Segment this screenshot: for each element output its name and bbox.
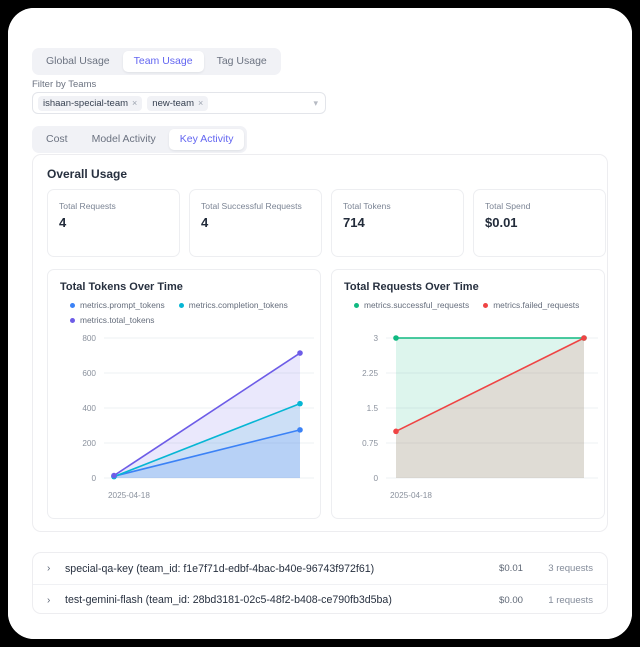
legend-color-dot <box>70 318 75 323</box>
y-axis-tick-label: 800 <box>82 334 96 343</box>
y-axis-tick-label: 0 <box>91 474 96 483</box>
stat-card-total-requests: Total Requests 4 <box>47 189 180 257</box>
stat-label: Total Tokens <box>343 201 391 211</box>
team-chip[interactable]: ishaan-special-team × <box>38 95 143 111</box>
series-point <box>581 335 587 341</box>
series-line <box>395 337 585 433</box>
usage-dashboard-page: Global Usage Team Usage Tag Usage Filter… <box>8 8 632 639</box>
series-point <box>297 400 303 407</box>
filter-by-teams-label: Filter by Teams <box>32 79 97 90</box>
chart-card-group: Total Tokens Over Time metrics.prompt_to… <box>47 269 605 519</box>
stat-value: 4 <box>59 215 67 230</box>
y-axis-tick-label: 0.75 <box>362 439 378 448</box>
key-spend: $0.00 <box>498 594 523 606</box>
chart-card-total-tokens-over-time: Total Tokens Over Time metrics.prompt_to… <box>47 269 321 519</box>
overall-usage-panel: Overall Usage Total Requests 4 Total Suc… <box>32 154 608 532</box>
team-chip[interactable]: new-team × <box>147 95 209 111</box>
expand-chevron-icon[interactable]: › <box>47 594 51 606</box>
remove-chip-icon[interactable]: × <box>198 97 204 108</box>
tab-key-activity[interactable]: Key Activity <box>168 129 245 150</box>
device-frame: Global Usage Team Usage Tag Usage Filter… <box>8 8 632 639</box>
legend-item[interactable]: metrics.total_tokens <box>70 315 154 326</box>
series-area <box>396 338 584 478</box>
key-activity-list: › special-qa-key (team_id: f1e7f71d-edbf… <box>32 552 608 614</box>
legend-color-dot <box>354 303 359 308</box>
chart-svg: 0 200 400 600 800 2025-04-18 <box>82 334 314 500</box>
expand-chevron-icon[interactable]: › <box>47 563 51 574</box>
series-line <box>113 402 301 478</box>
team-chip-label: new-team <box>152 97 194 109</box>
key-list-item[interactable]: › test-gemini-flash (team_id: 28bd3181-0… <box>33 584 607 613</box>
series-point <box>393 335 399 341</box>
y-axis-tick-label: 600 <box>82 369 96 378</box>
stat-value: $0.01 <box>485 215 518 230</box>
key-name: special-qa-key (team_id: f1e7f71d-edbf-4… <box>65 562 375 575</box>
team-chip-label: ishaan-special-team <box>43 97 129 109</box>
stat-card-group: Total Requests 4 Total Successful Reques… <box>47 189 606 257</box>
stat-card-total-spend: Total Spend $0.01 <box>473 189 606 257</box>
stat-value: 4 <box>201 215 209 230</box>
series-point <box>297 427 303 433</box>
key-request-count: 3 requests <box>548 563 593 574</box>
stat-label: Total Requests <box>59 201 116 211</box>
chart-plot-area: 0 200 400 600 800 2025-04-18 <box>48 328 322 514</box>
key-list-item[interactable]: › special-qa-key (team_id: f1e7f71d-edbf… <box>33 553 607 584</box>
tab-team-usage[interactable]: Team Usage <box>122 51 204 72</box>
sub-tab-bar: Cost Model Activity Key Activity <box>32 126 248 153</box>
legend-label: metrics.successful_requests <box>364 300 470 310</box>
stat-label: Total Successful Requests <box>201 201 302 211</box>
x-axis-tick-label: 2025-04-18 <box>108 491 150 500</box>
tab-cost[interactable]: Cost <box>46 133 68 145</box>
stat-card-total-successful-requests: Total Successful Requests 4 <box>189 189 322 257</box>
chart-title: Total Requests Over Time <box>344 281 479 293</box>
series-line <box>113 352 301 477</box>
y-axis-tick-label: 200 <box>82 439 96 448</box>
key-name: test-gemini-flash (team_id: 28bd3181-02c… <box>65 594 392 606</box>
legend-item[interactable]: metrics.successful_requests <box>354 300 469 311</box>
series-line <box>113 429 301 478</box>
y-axis-tick-label: 1.5 <box>367 404 379 413</box>
x-axis-tick-label: 2025-04-18 <box>390 491 432 500</box>
legend-label: metrics.total_tokens <box>80 315 155 325</box>
legend-color-dot <box>70 303 75 308</box>
y-axis-tick-label: 3 <box>373 334 378 343</box>
chart-title: Total Tokens Over Time <box>60 281 183 293</box>
remove-chip-icon[interactable]: × <box>132 97 138 108</box>
tab-tag-usage[interactable]: Tag Usage <box>216 55 267 67</box>
legend-item[interactable]: metrics.prompt_tokens <box>70 300 165 311</box>
legend-label: metrics.failed_requests <box>493 300 580 310</box>
y-axis-tick-label: 0 <box>373 474 378 483</box>
chart-svg: 0 0.75 1.5 2.25 3 2025-04-18 <box>362 334 598 500</box>
series-point <box>111 472 117 479</box>
chart-legend: metrics.prompt_tokens metrics.completion_… <box>60 300 308 326</box>
series-point <box>393 428 399 435</box>
legend-color-dot <box>483 303 489 308</box>
stat-label: Total Spend <box>485 201 531 211</box>
tab-global-usage[interactable]: Global Usage <box>46 55 110 67</box>
panel-title: Overall Usage <box>47 167 128 181</box>
legend-item[interactable]: metrics.failed_requests <box>483 300 579 311</box>
chart-legend: metrics.successful_requests metrics.faile… <box>344 300 592 311</box>
series-point <box>297 350 303 356</box>
chevron-down-icon[interactable]: ▾ <box>313 97 318 108</box>
chart-card-total-requests-over-time: Total Requests Over Time metrics.success… <box>331 269 605 519</box>
key-spend: $0.01 <box>498 563 523 574</box>
y-axis-tick-label: 2.25 <box>362 369 378 378</box>
legend-item[interactable]: metrics.completion_tokens <box>178 300 288 311</box>
legend-label: metrics.prompt_tokens <box>80 300 165 310</box>
y-axis-tick-label: 400 <box>82 404 96 413</box>
team-filter-select[interactable]: ishaan-special-team × new-team × ▾ <box>32 92 326 114</box>
stat-value: 714 <box>343 215 365 230</box>
chart-plot-area: 0 0.75 1.5 2.25 3 2025-04-18 <box>332 328 606 514</box>
legend-color-dot <box>178 303 184 308</box>
series-area <box>396 338 584 478</box>
stat-card-total-tokens: Total Tokens 714 <box>331 189 464 257</box>
main-tab-bar: Global Usage Team Usage Tag Usage <box>32 48 281 75</box>
tab-model-activity[interactable]: Model Activity <box>91 133 156 145</box>
key-request-count: 1 requests <box>548 594 593 606</box>
legend-label: metrics.completion_tokens <box>188 300 288 310</box>
